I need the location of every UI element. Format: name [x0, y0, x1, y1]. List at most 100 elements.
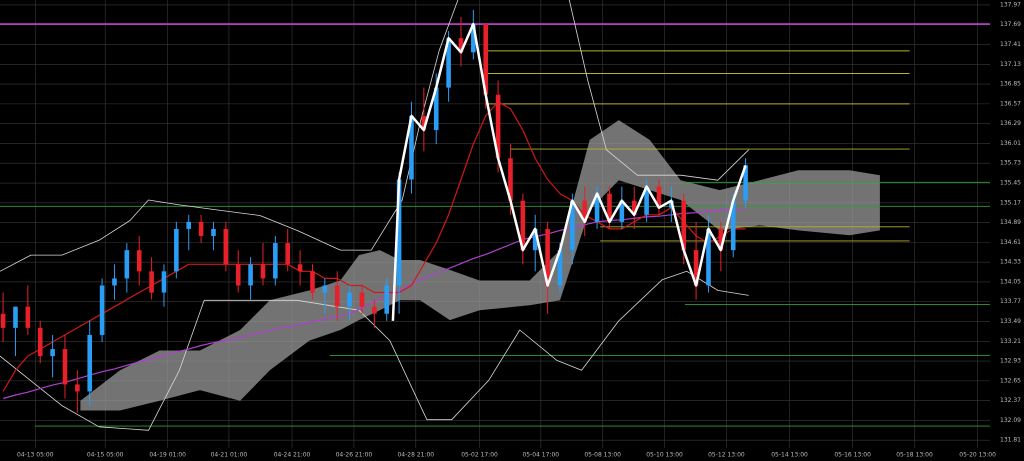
y-tick-label: 134.89 — [1000, 219, 1021, 226]
candle-body — [334, 285, 340, 307]
candle-body — [372, 306, 377, 314]
candle-body — [508, 158, 513, 201]
x-tick-label: 05-10 13:00 — [646, 452, 683, 459]
candle-body — [483, 24, 489, 95]
candle-body — [99, 285, 105, 335]
candle-body — [322, 285, 328, 293]
candle-body — [545, 228, 550, 286]
candle-body — [495, 94, 501, 159]
y-tick-label: 135.17 — [1000, 199, 1021, 206]
y-tick-label: 137.97 — [1000, 1, 1021, 8]
indicator-line — [0, 270, 749, 431]
candle-body — [718, 228, 724, 251]
x-tick-label: 05-18 13:00 — [896, 452, 933, 459]
y-tick-label: 135.73 — [1000, 160, 1021, 167]
candle-body — [570, 200, 575, 251]
candle-body — [532, 228, 538, 251]
candle-body — [211, 228, 216, 237]
x-tick-label: 05-02 17:00 — [461, 452, 498, 459]
y-tick-label: 134.05 — [1000, 278, 1021, 285]
candle-body — [409, 115, 414, 180]
candle-body — [384, 285, 390, 314]
candle-body — [396, 179, 402, 286]
y-tick-label: 133.21 — [1000, 338, 1021, 345]
y-tick-label: 136.01 — [1000, 140, 1021, 147]
candle-body — [730, 200, 736, 251]
y-tick-label: 136.85 — [1000, 81, 1021, 88]
x-tick-label: 05-08 13:00 — [584, 452, 621, 459]
candle-body — [706, 228, 711, 286]
candle-body — [37, 327, 43, 357]
x-tick-label: 04-24 21:00 — [274, 452, 311, 459]
x-tick-label: 05-12 13:00 — [708, 452, 745, 459]
y-tick-label: 133.49 — [1000, 318, 1021, 325]
candle-body — [693, 250, 699, 286]
y-tick-label: 131.81 — [1000, 437, 1021, 444]
y-tick-label: 134.33 — [1000, 259, 1021, 266]
y-tick-label: 135.45 — [1000, 180, 1021, 187]
candle-body — [656, 186, 662, 208]
cloud-area — [80, 120, 880, 411]
y-tick-label: 132.37 — [1000, 397, 1021, 404]
candle-body — [520, 200, 526, 251]
candle-body — [433, 87, 439, 131]
x-tick-label: 05-04 17:00 — [522, 452, 559, 459]
axes: 137.97 137.69 137.41 137.13 136.85 136.57 136.… — [17, 1, 1021, 458]
x-tick-label: 04-15 05:00 — [87, 452, 124, 459]
candle-body — [161, 271, 167, 293]
x-tick-label: 05-16 13:00 — [834, 452, 871, 459]
y-tick-label: 136.57 — [1000, 100, 1021, 107]
candle-body — [136, 250, 142, 272]
y-tick-label: 132.09 — [1000, 417, 1021, 424]
plot-area — [0, 0, 990, 431]
y-tick-label: 132.65 — [1000, 377, 1021, 384]
x-tick-label: 04-26 21:00 — [336, 452, 373, 459]
candle-body — [743, 165, 748, 201]
candle-body — [458, 38, 464, 53]
candle-body — [644, 186, 649, 215]
y-tick-label: 137.13 — [1000, 61, 1021, 68]
indicator-line — [391, 22, 747, 321]
candle-body — [223, 228, 229, 265]
candle-body — [347, 292, 352, 307]
candle-body — [619, 200, 625, 222]
candle-body — [273, 243, 278, 279]
candle-body — [631, 200, 637, 215]
x-tick-label: 04-19 01:00 — [149, 452, 186, 459]
candle-body — [62, 349, 68, 385]
candle-body — [13, 306, 18, 328]
candle-body — [607, 193, 612, 222]
candle-body — [87, 334, 93, 392]
candle-body — [124, 250, 130, 279]
x-tick-label: 05-20 13:00 — [959, 452, 996, 459]
candle-body — [421, 115, 427, 131]
candle-body — [297, 264, 303, 272]
candle-body — [260, 264, 266, 279]
candle-body — [75, 384, 80, 392]
y-tick-label: 137.69 — [1000, 21, 1021, 28]
candle-body — [446, 38, 451, 88]
candle-body — [235, 264, 241, 286]
candle-body — [582, 200, 588, 222]
candle-body — [285, 243, 291, 265]
y-tick-label: 132.93 — [1000, 358, 1021, 365]
y-tick-label: 137.41 — [1000, 41, 1021, 48]
candle-body — [681, 200, 687, 251]
candle-body — [471, 24, 476, 53]
x-tick-label: 04-21 01:00 — [211, 452, 248, 459]
candle-body — [50, 349, 55, 357]
candle-body — [198, 221, 204, 237]
y-tick-label: 136.29 — [1000, 120, 1021, 127]
candle-body — [594, 193, 600, 222]
y-tick-label: 133.77 — [1000, 298, 1021, 305]
candle-body — [186, 221, 192, 229]
y-tick-label: 134.61 — [1000, 239, 1021, 246]
x-tick-label: 04-28 21:00 — [397, 452, 434, 459]
candle-body — [112, 278, 117, 286]
candle-body — [248, 264, 253, 286]
x-tick-label: 05-14 13:00 — [771, 452, 808, 459]
candle-body — [25, 306, 31, 328]
candle-body — [149, 271, 154, 293]
candle-body — [557, 250, 563, 286]
